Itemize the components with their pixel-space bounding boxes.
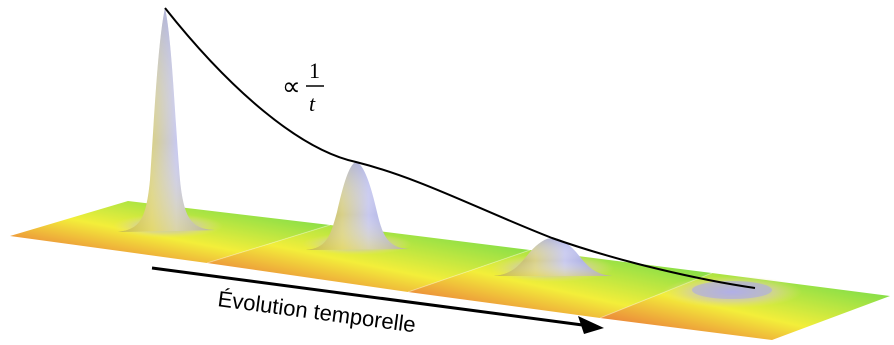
- time-evolution-caption: Évolution temporelle: [216, 286, 417, 337]
- peak-1: [113, 8, 223, 238]
- peak-3: [490, 238, 614, 282]
- plane-3: [408, 250, 712, 318]
- peak-2: [302, 162, 412, 255]
- proportional-symbol: ∝: [282, 72, 301, 101]
- peak-4: [662, 276, 802, 308]
- fraction-denominator: t: [309, 91, 316, 116]
- plane-2: [207, 225, 530, 292]
- gaussian-peaks: [113, 8, 802, 308]
- proportionality-label: ∝ 1 t: [282, 58, 324, 116]
- time-arrow: [151, 266, 604, 334]
- fraction-numerator: 1: [309, 58, 320, 83]
- inverse-time-curve: [164, 7, 756, 289]
